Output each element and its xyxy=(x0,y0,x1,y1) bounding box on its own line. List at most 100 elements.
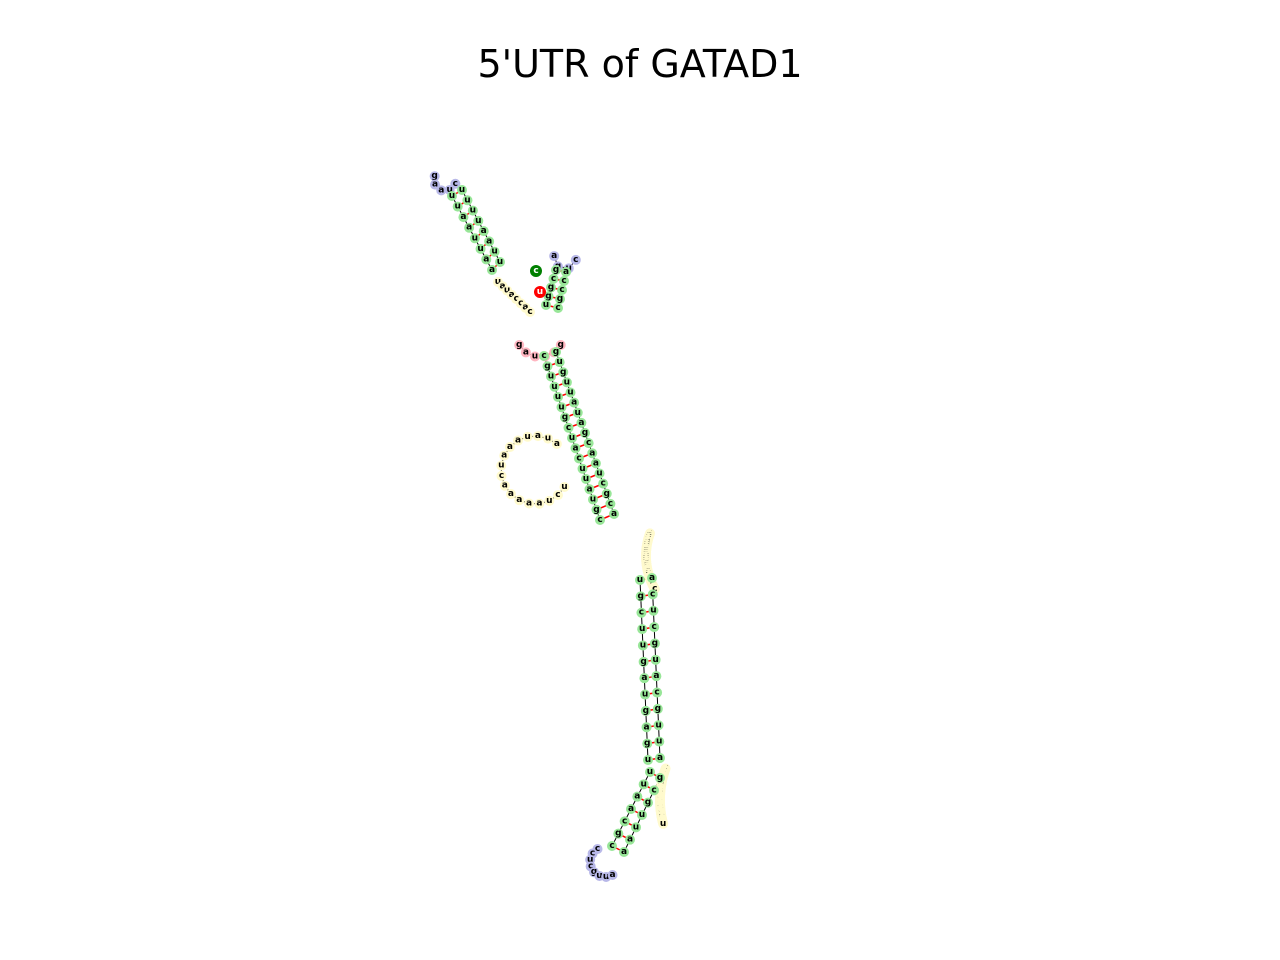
stem-nucleotide-label: c xyxy=(639,608,644,618)
stem-nucleotide xyxy=(595,515,605,525)
stem-nucleotide-label: g xyxy=(544,361,550,371)
interior-loop-nucleotide-label: g xyxy=(516,340,522,350)
hairpin-loop-nucleotide xyxy=(570,254,581,265)
stem-nucleotide-label: g xyxy=(640,657,646,667)
stem-nucleotide xyxy=(556,402,567,413)
hairpin-loop-nucleotide xyxy=(436,185,447,196)
stem-nucleotide xyxy=(637,624,648,635)
stem-nucleotide-label: c xyxy=(561,276,566,286)
stem-nucleotide xyxy=(561,377,572,388)
stem-nucleotide-label: u xyxy=(650,606,656,616)
stem-nucleotide-label: g xyxy=(652,638,658,648)
stem-nucleotide-label: u xyxy=(656,737,662,747)
hairpin-loop-nucleotide-label: c xyxy=(573,255,578,265)
stem-nucleotide xyxy=(489,246,500,257)
junction-nucleotide-label: a xyxy=(509,290,515,300)
stem-nucleotide xyxy=(590,458,601,469)
stem-nucleotide-label: g xyxy=(557,294,563,304)
hairpin-loop-nucleotide-label: c xyxy=(590,849,595,859)
stem-nucleotide xyxy=(553,303,563,313)
stem-nucleotide xyxy=(495,257,505,267)
stem-nucleotide xyxy=(649,622,660,633)
stem-nucleotide-label: u xyxy=(477,244,483,254)
loop-nucleotide xyxy=(505,489,516,500)
loop-nucleotide xyxy=(534,498,545,509)
stem-nucleotide xyxy=(569,397,580,408)
hairpin-loop-nucleotide-label: c xyxy=(453,179,458,189)
stem-nucleotide xyxy=(637,810,647,820)
stem-nucleotide-label: c xyxy=(555,303,560,313)
stem-nucleotide xyxy=(609,509,619,519)
stem-nucleotide-label: u xyxy=(551,382,557,392)
stem-nucleotide-label: c xyxy=(609,841,614,851)
stem-nucleotide xyxy=(652,703,663,714)
loop-nucleotide xyxy=(514,495,525,506)
stem-nucleotide xyxy=(546,282,556,293)
stem-nucleotide-label: c xyxy=(597,515,602,525)
stem-nucleotide xyxy=(469,233,480,244)
interior-loop-nucleotide xyxy=(530,351,541,362)
stem-nucleotide-label: u xyxy=(596,469,602,479)
stem-nucleotide-label: u xyxy=(543,300,549,310)
stem-nucleotide-label: g xyxy=(615,829,621,839)
stem-nucleotide-label: g xyxy=(562,413,568,423)
stem-nucleotide xyxy=(574,453,584,464)
stem-nucleotide xyxy=(551,265,561,275)
stem-nucleotide-label: a xyxy=(563,267,569,277)
stem-nucleotide xyxy=(655,773,665,783)
hairpin-loop-nucleotide xyxy=(450,178,461,189)
stem-nucleotide-label: c xyxy=(652,622,657,632)
nucleotides: gaaucuuaauuaauuuuaauuagucgcgguaccgcuauac… xyxy=(429,171,671,882)
stem-nucleotide-label: a xyxy=(571,398,577,408)
loop-nucleotide xyxy=(559,482,570,492)
stem-nucleotide xyxy=(464,222,475,233)
loop-nucleotide xyxy=(513,435,523,446)
interior-loop-nucleotide-label: u xyxy=(532,351,538,361)
stem-nucleotide-label: a xyxy=(586,484,592,494)
stem-nucleotide xyxy=(635,591,646,602)
loop-nucleotide-label: a xyxy=(536,499,542,509)
stem-nucleotide xyxy=(640,705,651,716)
stem-nucleotide xyxy=(557,285,567,295)
loop-nucleotide-label: a xyxy=(535,431,541,441)
loop-nucleotide-label: u xyxy=(561,482,567,492)
stem-nucleotide xyxy=(555,294,565,304)
stem-nucleotide xyxy=(613,828,624,839)
stem-nucleotide-label: u xyxy=(449,191,455,201)
stem-nucleotide-label: u xyxy=(645,755,651,765)
stem-nucleotide xyxy=(654,736,665,747)
stem-nucleotide xyxy=(583,438,594,449)
interior-loop-nucleotide-label: a xyxy=(523,347,529,357)
hairpin-loop-nucleotide-label: a xyxy=(609,870,615,880)
stem-nucleotide xyxy=(649,785,659,796)
stem-nucleotide-label: u xyxy=(548,372,554,382)
stem-nucleotide xyxy=(655,753,665,763)
stem-nucleotide-label: c xyxy=(608,499,613,509)
start-marker xyxy=(530,265,542,277)
stem-nucleotide-label: u xyxy=(459,185,465,195)
stem-nucleotide-label: a xyxy=(621,847,627,857)
hairpin-loop-nucleotide xyxy=(607,869,618,880)
stem-nucleotide xyxy=(653,720,664,731)
stem-nucleotide-label: a xyxy=(628,804,634,814)
stem-nucleotide-label: a xyxy=(649,573,655,583)
stem-nucleotide xyxy=(635,575,645,585)
stem-nucleotide-label: c xyxy=(559,285,564,295)
stem-nucleotide-label: g xyxy=(644,739,650,749)
stem-nucleotide xyxy=(563,422,574,433)
loop-nucleotide xyxy=(658,818,669,829)
loop-nucleotide xyxy=(551,438,562,449)
loop-nucleotide-label: a xyxy=(502,481,508,491)
stem-nucleotide-label: c xyxy=(551,274,556,284)
stem-nucleotide-label: a xyxy=(593,458,599,468)
loop-nucleotide xyxy=(524,498,535,509)
stem-nucleotide-label: a xyxy=(481,226,487,236)
loop-nucleotide-label: c xyxy=(652,584,657,594)
stem-nucleotide xyxy=(642,738,653,749)
loop-nucleotide-label: c xyxy=(555,490,560,500)
stem-nucleotide xyxy=(638,656,649,667)
stem-nucleotide xyxy=(478,226,489,237)
stem-nucleotide-label: g xyxy=(657,773,663,783)
hairpin-loop-nucleotide-label: u xyxy=(587,855,593,865)
stem-nucleotide xyxy=(638,779,649,790)
